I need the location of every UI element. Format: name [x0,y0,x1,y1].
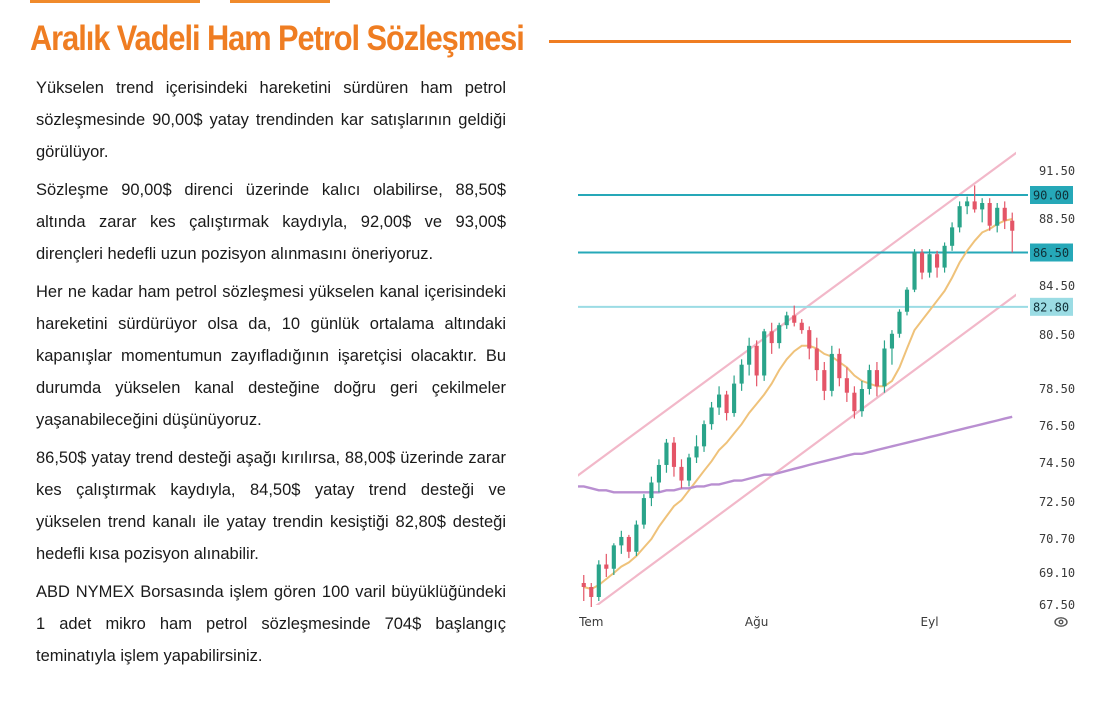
candle-body [799,322,804,331]
candle-body [626,536,631,552]
candle-body [859,389,864,412]
candle-body [694,446,699,458]
y-tick-label: 84.50 [1039,279,1075,293]
candle-body [957,206,962,228]
candle-body [927,254,932,273]
candle-body [882,348,887,387]
channel-line-upper [578,151,1016,477]
candle-body [897,311,902,334]
y-tick-label: 80.50 [1039,328,1075,342]
paragraph: 86,50$ yatay trend desteği aşağı kırılır… [36,449,506,563]
page-header: Aralık Vadeli Ham Petrol Sözleşmesi [30,14,1071,64]
candle-body [671,442,677,467]
candle-body [919,252,925,273]
x-tick-label: Ağu [745,615,768,629]
candle-body [972,201,977,210]
candle-body [935,254,940,268]
candle-body [589,587,594,597]
candle-body [596,564,601,597]
y-tick-label: 69.10 [1039,566,1075,580]
candle-body [912,252,917,290]
series-ma10 [583,218,1013,591]
level-badge-label: 90.00 [1033,189,1069,203]
level-badge-label: 86.50 [1033,246,1069,260]
y-tick-label: 88.50 [1039,212,1075,226]
candle-body [724,394,729,414]
candle-body [792,315,797,323]
series-ma200 [578,415,1013,494]
candle-body [980,203,985,210]
candle-body [762,331,767,376]
y-tick-label: 72.50 [1039,495,1075,509]
candle-body [634,524,639,552]
candle-body [686,457,692,481]
x-tick-label: Eyl [921,615,939,629]
candle-body [874,370,879,387]
candle-body [1010,220,1015,231]
candle-body [995,207,1000,226]
candle-body [844,378,849,393]
chart-canvas[interactable]: 90.00 86.50 82.80 91.50 88.50 84.50 80.50 78.50… [578,145,1078,635]
candle-body [611,545,616,569]
candle-body [701,424,707,447]
candle-body [641,498,646,525]
candle-body [852,392,857,412]
level-badge-86.50 [1030,243,1073,262]
level-badge-label: 82.80 [1033,300,1069,314]
channel-line-lower [595,293,1016,605]
settings-icon[interactable] [1052,613,1070,631]
candle-body [664,442,669,465]
candle-body [942,245,947,268]
candle-body [784,315,789,326]
candle-body [814,348,819,371]
paragraph: Yükselen trend içerisindeki hareketini s… [36,79,506,161]
candle-body [1002,207,1007,221]
candle-body [604,564,609,569]
candle-body [656,464,661,483]
top-accent-lines [30,0,330,4]
level-badge-90.00 [1030,186,1073,204]
price-chart[interactable]: 90.00 86.50 82.80 91.50 88.50 84.50 80.50 78.50… [578,145,1078,635]
paragraph: Sözleşme 90,00$ direnci üzerinde kalıcı … [36,181,506,263]
candle-body [829,353,834,391]
page-title: Aralık Vadeli Ham Petrol Sözleşmesi [30,19,525,58]
candle-body [867,370,872,389]
paragraph: ABD NYMEX Borsasında işlem gören 100 var… [36,583,506,665]
x-tick-label: Tem [578,615,603,629]
y-tick-label: 91.50 [1039,164,1075,178]
y-tick-label: 74.50 [1039,456,1075,470]
candle-body [747,345,752,365]
candle-body [950,227,955,246]
candle-body [732,383,737,414]
candle-body [807,330,812,349]
candle-body [904,289,910,312]
candle-body [889,333,895,349]
candle-body [649,482,654,499]
candle-body [717,394,722,408]
y-tick-label: 78.50 [1039,382,1075,396]
y-tick-label: 70.70 [1039,532,1075,546]
y-tick-label: 76.50 [1039,419,1075,433]
candle-body [679,466,684,481]
candle-body [581,583,586,587]
candle-body [739,364,744,384]
candle-body [619,536,624,546]
candle-body [709,407,714,425]
candle-body [777,325,782,344]
y-tick-label: 67.50 [1039,598,1075,612]
candle-body [769,331,774,344]
article-body: Yükselen trend içerisindeki hareketini s… [36,72,506,678]
candle-body [837,353,842,379]
level-badge-82.80 [1030,297,1073,316]
candle-body [822,370,827,391]
candle-body [754,345,759,376]
title-rule [549,39,1071,43]
candle-body [987,203,992,226]
paragraph: Her ne kadar ham petrol sözleşmesi yükse… [36,283,506,429]
candle-body [965,201,970,207]
